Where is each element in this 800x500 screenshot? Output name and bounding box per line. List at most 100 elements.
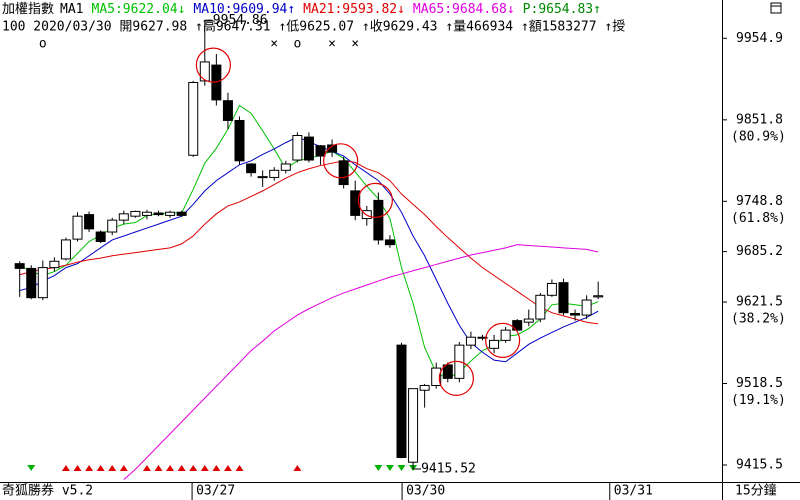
down-signal <box>27 465 36 471</box>
candle-body <box>246 163 257 174</box>
candle-body <box>37 267 48 299</box>
candle-body <box>141 211 152 216</box>
up-signal <box>212 465 221 471</box>
up-signal <box>85 465 94 471</box>
candle-body <box>442 364 453 379</box>
candle-body <box>72 215 83 240</box>
up-signal <box>119 465 128 471</box>
candle-body <box>581 299 592 316</box>
window-icon[interactable] <box>770 2 782 14</box>
signal-circle <box>323 143 359 179</box>
candle-body <box>84 214 95 230</box>
y-tick-label: 9415.5 <box>736 457 783 472</box>
candle-body <box>477 336 488 339</box>
candle-body <box>165 211 176 216</box>
x-tick-label: 03/31 <box>614 484 653 499</box>
candle-body <box>107 219 118 233</box>
candle-body <box>130 210 141 217</box>
candle-body <box>26 267 37 299</box>
candle-body <box>373 199 384 241</box>
legend-arrow: ↑ <box>287 2 295 17</box>
up-signal <box>189 465 198 471</box>
y-tick-percent: (80.9%) <box>731 129 786 144</box>
candle-body <box>523 318 534 323</box>
candle-body <box>176 211 187 216</box>
y-tick-label: 9851.8 <box>736 112 783 127</box>
signal-circle <box>438 360 474 396</box>
candle-body <box>303 136 314 161</box>
price-arrow: ↑ <box>593 2 601 17</box>
up-signal <box>154 465 163 471</box>
legend-entry: MA5:9622.04 <box>92 2 178 17</box>
up-signal <box>61 465 70 471</box>
up-signal <box>293 465 302 471</box>
up-signal <box>73 465 82 471</box>
candle-body <box>153 212 164 216</box>
y-tick-percent: (38.2%) <box>731 312 786 327</box>
candle-body <box>14 263 25 269</box>
candle-body <box>222 100 233 121</box>
candle-body <box>546 282 557 296</box>
header-text: MA1 <box>60 2 83 17</box>
y-tick-label: 9621.5 <box>736 295 783 310</box>
candle-body <box>199 61 210 82</box>
up-signal <box>166 465 175 471</box>
y-tick-percent: (61.8%) <box>731 211 786 226</box>
signal-circle <box>357 182 393 218</box>
legend-entry: MA21:9593.82 <box>303 2 397 17</box>
down-signal <box>385 465 394 471</box>
y-tick-label: 9954.9 <box>736 31 783 46</box>
candle-body <box>188 81 199 156</box>
price-label: P:9654.83 <box>523 2 593 17</box>
up-signal <box>177 465 186 471</box>
candle-body <box>118 213 129 221</box>
ma-line <box>19 160 599 325</box>
candle-body <box>396 344 407 458</box>
annotation-leader <box>412 464 422 470</box>
signal-circle <box>195 47 231 83</box>
annotation-leader <box>204 19 213 39</box>
candle-body <box>257 176 268 179</box>
period: 15分鐘 <box>735 483 777 499</box>
up-signal <box>223 465 232 471</box>
top-mark: o <box>293 37 301 52</box>
candle-body <box>500 329 511 341</box>
y-tick-percent: (19.1%) <box>731 393 786 408</box>
header-text: 加權指數 <box>2 2 54 17</box>
legend-arrow: ↓ <box>507 2 515 17</box>
candle-body <box>280 163 291 171</box>
legend-arrow: ↓ <box>397 2 405 17</box>
candle-body <box>350 190 361 216</box>
candle-body <box>465 336 476 346</box>
x-tick-label: 03/27 <box>196 484 235 499</box>
candle-body <box>384 239 395 246</box>
candle-body <box>327 144 338 153</box>
legend-entry: MA10:9609.94 <box>193 2 287 17</box>
candle-body <box>558 282 569 314</box>
up-signal <box>142 465 151 471</box>
candle-body <box>338 160 349 186</box>
up-signal <box>96 465 105 471</box>
top-mark: × <box>328 37 336 52</box>
candle-body <box>315 145 326 157</box>
legend-entry: MA65:9684.68 <box>413 2 507 17</box>
candle-body <box>570 312 581 316</box>
legend-arrow: ↓ <box>178 2 186 17</box>
x-tick-label: 03/30 <box>406 484 445 499</box>
candle-body <box>49 260 60 269</box>
candle-body <box>419 384 430 391</box>
candle-body <box>431 367 442 386</box>
candle-body <box>269 169 280 178</box>
candle-body <box>593 295 604 298</box>
candle-body <box>489 339 500 349</box>
top-mark: × <box>351 37 359 52</box>
y-tick-label: 9518.5 <box>736 376 783 391</box>
y-tick-label: 9748.8 <box>736 194 783 209</box>
candle-body <box>292 135 303 161</box>
candle-body <box>95 231 106 243</box>
annotation: 9954.86 <box>213 13 268 28</box>
annotation: 9415.52 <box>421 461 476 476</box>
candle-body <box>60 239 71 260</box>
down-signal <box>397 465 406 471</box>
